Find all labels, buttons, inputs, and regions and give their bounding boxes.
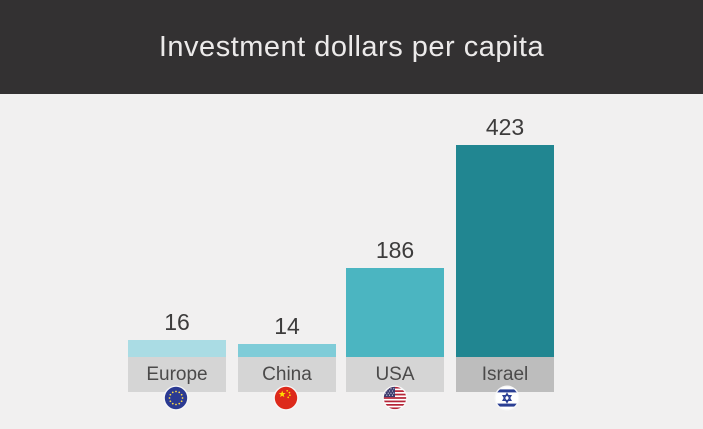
usa-flag-icon (382, 385, 408, 411)
category-label-text: USA (375, 363, 415, 385)
bar-china (238, 344, 336, 357)
china-flag-icon (273, 385, 299, 411)
chart-title: Investment dollars per capita (158, 30, 545, 63)
value-label-china: 14 (274, 313, 300, 339)
value-label-europe: 16 (164, 309, 190, 335)
category-label-text: China (262, 363, 312, 385)
eu-flag-icon (163, 385, 189, 411)
category-label-text: Israel (481, 363, 529, 385)
bar-group-israel: 423 (456, 94, 554, 357)
category-label-text: Europe (146, 363, 208, 385)
bar-israel (456, 145, 554, 357)
chart-title-bar: Investment dollars per capita (0, 0, 703, 94)
bar-europe (128, 340, 226, 357)
bar-group-usa: 186 (346, 94, 444, 357)
value-label-usa: 186 (375, 237, 415, 263)
israel-flag-icon (494, 385, 520, 411)
bar-usa (346, 268, 444, 357)
value-label-israel: 423 (485, 114, 525, 140)
bar-group-china: 14 (238, 94, 336, 357)
bar-group-europe: 16 (128, 94, 226, 357)
